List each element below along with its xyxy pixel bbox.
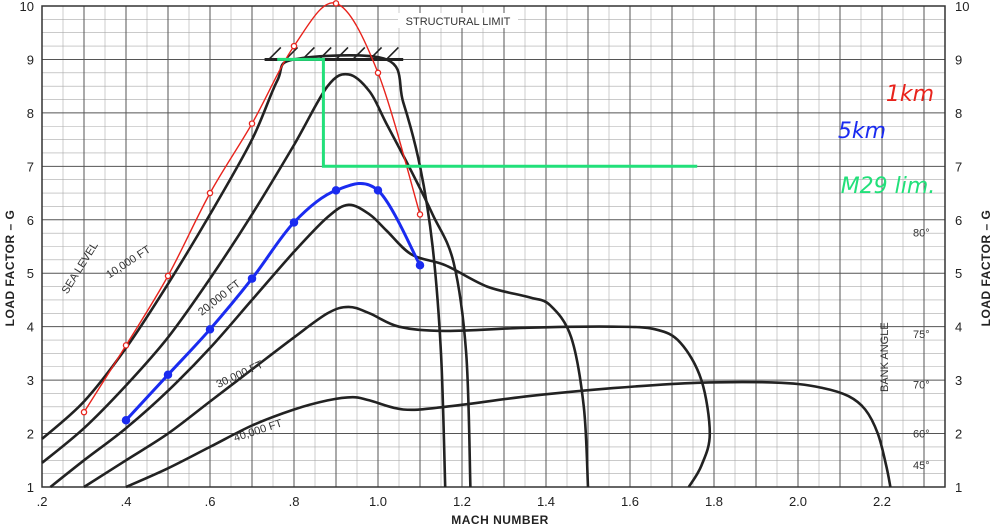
x-tick-label: .2 xyxy=(37,494,48,509)
y-tick-label-right: 3 xyxy=(955,373,962,388)
structural-limit-label-bg xyxy=(398,13,518,28)
hatch-mark xyxy=(385,46,399,61)
x-tick-label: 1.2 xyxy=(453,494,471,509)
overlay-point xyxy=(205,325,215,334)
x-tick-label: 1.0 xyxy=(369,494,387,509)
structural-limit-label: STRUCTURAL LIMIT xyxy=(406,16,511,28)
altitude-label: 10,000 FT xyxy=(104,244,153,282)
altitude-curve xyxy=(125,380,892,489)
y-tick-label-right: 9 xyxy=(955,52,962,67)
hatch-mark xyxy=(335,46,349,61)
x-axis-title: MACH NUMBER xyxy=(451,513,549,527)
overlay-point xyxy=(163,370,173,380)
altitude-curve xyxy=(41,72,472,488)
overlay-point xyxy=(290,42,298,50)
y-tick-label-right: 6 xyxy=(955,213,962,228)
y-tick-label-left: 5 xyxy=(27,266,34,281)
y-tick-label-left: 4 xyxy=(27,320,34,335)
overlay-point xyxy=(122,342,130,349)
bank-angle-label: 75° xyxy=(913,329,930,341)
hatch-mark xyxy=(352,46,366,61)
minor-grid xyxy=(42,6,946,487)
bank-angle-label: 70° xyxy=(913,379,930,391)
y-tick-label-right: 2 xyxy=(955,427,962,442)
altitude-label: 30,000 FT xyxy=(215,359,266,391)
overlay-point xyxy=(80,408,88,416)
overlay-point xyxy=(247,274,257,283)
overlay-label: 1km xyxy=(886,82,934,107)
y-tick-label-left: 8 xyxy=(27,106,34,121)
altitude-curves xyxy=(41,54,892,489)
y-tick-label-left: 1 xyxy=(27,480,34,495)
x-tick-label: 1.6 xyxy=(621,494,639,509)
overlay-point xyxy=(415,260,425,270)
y-axis-title-right: LOAD FACTOR – G xyxy=(979,210,993,327)
altitude-curve xyxy=(83,305,712,489)
y-tick-label-right: 7 xyxy=(955,159,962,174)
x-tick-label: 2.2 xyxy=(873,494,891,509)
y-tick-label-left: 7 xyxy=(27,159,34,174)
y-tick-label-left: 10 xyxy=(20,0,34,14)
overlay-point xyxy=(121,415,131,425)
y-tick-label-left: 3 xyxy=(27,373,34,388)
y-tick-label-left: 2 xyxy=(27,427,34,442)
major-grid xyxy=(41,5,946,488)
overlay-point xyxy=(206,189,214,197)
hatch-mark xyxy=(318,46,332,61)
axis-ticks: .2 .4 .6 .8 1.0 1.2 1.4 1.6 1.8 2.0 2.2 1 1 2 2 3 3 4 4 5 5 6… xyxy=(20,0,970,509)
y-tick-label-right: 8 xyxy=(955,106,962,121)
altitude-curve xyxy=(41,54,447,488)
overlay-line xyxy=(277,57,698,168)
y-tick-label-right: 4 xyxy=(955,320,962,335)
x-tick-label: .8 xyxy=(289,494,300,509)
overlay-point xyxy=(416,211,424,218)
overlay-label: 5km xyxy=(838,119,886,144)
x-tick-label: .4 xyxy=(121,494,132,509)
y-tick-label-right: 10 xyxy=(955,0,969,14)
y-tick-label-left: 6 xyxy=(27,213,34,228)
x-tick-label: 1.8 xyxy=(705,494,723,509)
overlay-point xyxy=(289,218,299,227)
overlay-point xyxy=(374,69,382,77)
hatch-mark xyxy=(268,46,282,61)
overlay-point xyxy=(164,272,172,280)
plot-frame xyxy=(41,5,946,488)
bank-angle-title: BANK ANGLE xyxy=(879,322,891,392)
overlay-label: M29 lim. xyxy=(841,174,936,199)
x-tick-label: 2.0 xyxy=(789,494,807,509)
y-tick-label-right: 5 xyxy=(955,266,962,281)
bank-angle-label: 80° xyxy=(913,228,930,240)
altitude-label: SEA LEVEL xyxy=(60,240,101,296)
overlay-point xyxy=(248,120,256,127)
overlay-lines xyxy=(80,0,698,425)
bank-angle-labels: 80° 75° 70° 60° 45° xyxy=(913,228,930,472)
bank-angle-label: 60° xyxy=(913,429,930,441)
bank-angle-label: 45° xyxy=(913,460,930,472)
overlay-point xyxy=(331,186,341,195)
x-tick-label: 1.4 xyxy=(537,494,555,509)
y-tick-label-left: 9 xyxy=(27,52,34,67)
x-tick-label: .6 xyxy=(205,494,216,509)
altitude-curve xyxy=(49,203,590,489)
overlay-point xyxy=(373,186,383,195)
y-tick-label-right: 1 xyxy=(955,480,962,495)
y-axis-title-left: LOAD FACTOR – G xyxy=(3,210,17,327)
overlay-point xyxy=(332,0,340,7)
